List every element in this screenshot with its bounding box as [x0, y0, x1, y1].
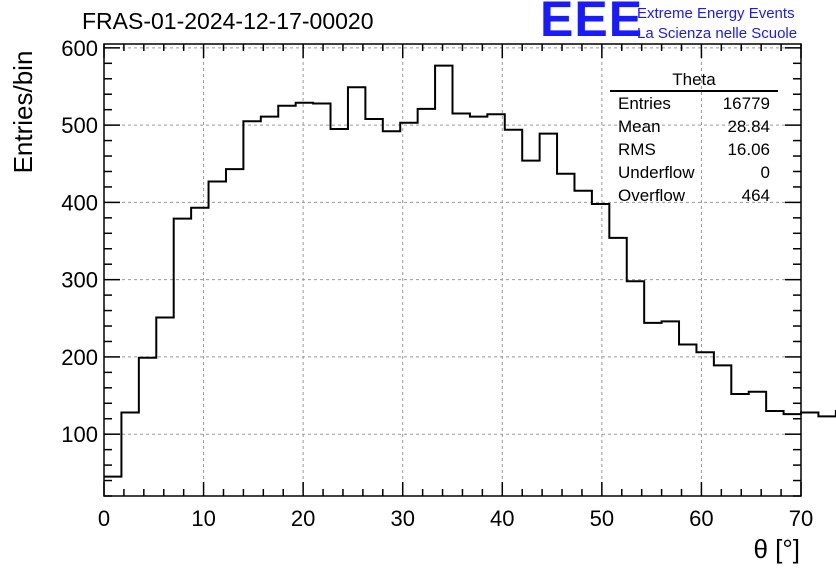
histogram-bin — [522, 161, 539, 496]
plot-frame — [103, 43, 802, 497]
x-tick-label: 70 — [789, 506, 813, 531]
stats-row-entries: Entries 16779 — [610, 92, 778, 115]
y-tick-label: 300 — [61, 268, 98, 293]
histogram-bin — [313, 103, 330, 496]
histogram-bin — [644, 323, 661, 496]
y-tick-label: 400 — [61, 190, 98, 215]
histogram-bin — [557, 174, 574, 496]
y-tick-label: 100 — [61, 422, 98, 447]
stats-row-rms: RMS 16.06 — [610, 138, 778, 161]
histogram-bin — [540, 134, 557, 496]
histogram-bin — [365, 119, 382, 496]
histogram-bin — [418, 109, 435, 496]
histogram-bin — [331, 129, 348, 496]
tick-labels: 0 10 20 30 40 50 60 70 100 200 300 400 500 600 — [61, 36, 813, 531]
stats-label: Overflow — [618, 186, 686, 205]
histogram-step-line — [104, 64, 836, 478]
histogram-bin — [139, 358, 156, 496]
histogram-bin — [209, 182, 226, 496]
stats-box: Theta Entries 16779 Mean 28.84 RMS 16.06… — [610, 70, 778, 207]
y-tick-label: 200 — [61, 345, 98, 370]
histogram-bin — [487, 114, 504, 496]
stats-value: 16779 — [722, 94, 770, 113]
histogram-bin — [121, 413, 138, 496]
x-tick-label: 50 — [590, 506, 614, 531]
histogram-bin — [296, 103, 313, 496]
histogram-bin — [731, 394, 748, 496]
eee-logo: EEE — [540, 0, 644, 47]
histogram-bin — [714, 365, 731, 496]
histogram-bin — [453, 114, 470, 496]
grid-lines — [104, 44, 801, 496]
x-tick-label: 10 — [191, 506, 215, 531]
histogram-bin — [104, 477, 121, 496]
stats-label: Underflow — [618, 163, 695, 182]
org-line-2: La Scienza nelle Scuole — [637, 25, 798, 42]
histogram-bin — [383, 131, 400, 496]
histogram-bin — [243, 121, 260, 496]
histogram-bin — [278, 106, 295, 496]
stats-value: 464 — [741, 186, 770, 205]
histogram-bin — [801, 413, 818, 496]
histogram-bin — [261, 117, 278, 496]
stats-row-overflow: Overflow 464 — [610, 184, 778, 207]
stats-label: RMS — [618, 140, 656, 159]
axis-ticks — [103, 44, 802, 497]
histogram-bin — [348, 87, 365, 496]
x-tick-label: 40 — [490, 506, 514, 531]
histogram-bin — [592, 204, 609, 496]
histogram-bin — [226, 169, 243, 496]
histogram-bin — [574, 191, 591, 496]
histogram-bin — [400, 123, 417, 496]
stats-label: Mean — [618, 117, 661, 136]
histogram-bin — [662, 321, 679, 496]
histogram-bin — [191, 208, 208, 496]
histogram-bin — [156, 318, 173, 496]
org-text: Extreme Energy Events La Scienza nelle S… — [637, 4, 797, 44]
histogram-bin — [435, 66, 452, 496]
stats-value: 28.84 — [727, 117, 770, 136]
histogram-bin — [766, 411, 783, 496]
y-tick-label: 600 — [61, 36, 98, 61]
x-tick-label: 60 — [689, 506, 713, 531]
org-line-1: Extreme Energy Events — [637, 5, 795, 22]
histogram-bin — [609, 238, 626, 496]
y-tick-label: 500 — [61, 113, 98, 138]
x-axis-label: θ [°] — [753, 534, 800, 564]
stats-value: 16.06 — [727, 140, 770, 159]
histogram-bin — [749, 392, 766, 496]
histogram-bin — [679, 345, 696, 496]
x-tick-label: 20 — [291, 506, 315, 531]
stats-row-mean: Mean 28.84 — [610, 115, 778, 138]
histogram-bin — [470, 117, 487, 496]
y-axis-label: Entries/bin — [8, 51, 38, 174]
histogram-bin — [696, 352, 713, 496]
histogram-bin — [818, 416, 835, 496]
histogram-bin — [505, 130, 522, 496]
stats-label: Entries — [618, 94, 671, 113]
chart-title: FRAS-01-2024-12-17-00020 — [82, 8, 374, 34]
stats-row-underflow: Underflow 0 — [610, 161, 778, 184]
histogram-bin — [174, 219, 191, 496]
x-tick-label: 30 — [390, 506, 414, 531]
histogram — [104, 64, 836, 496]
stats-title: Theta — [610, 70, 778, 92]
x-tick-label: 0 — [98, 506, 110, 531]
histogram-bin — [784, 414, 801, 496]
stats-value: 0 — [760, 163, 770, 182]
histogram-bin — [627, 281, 644, 496]
